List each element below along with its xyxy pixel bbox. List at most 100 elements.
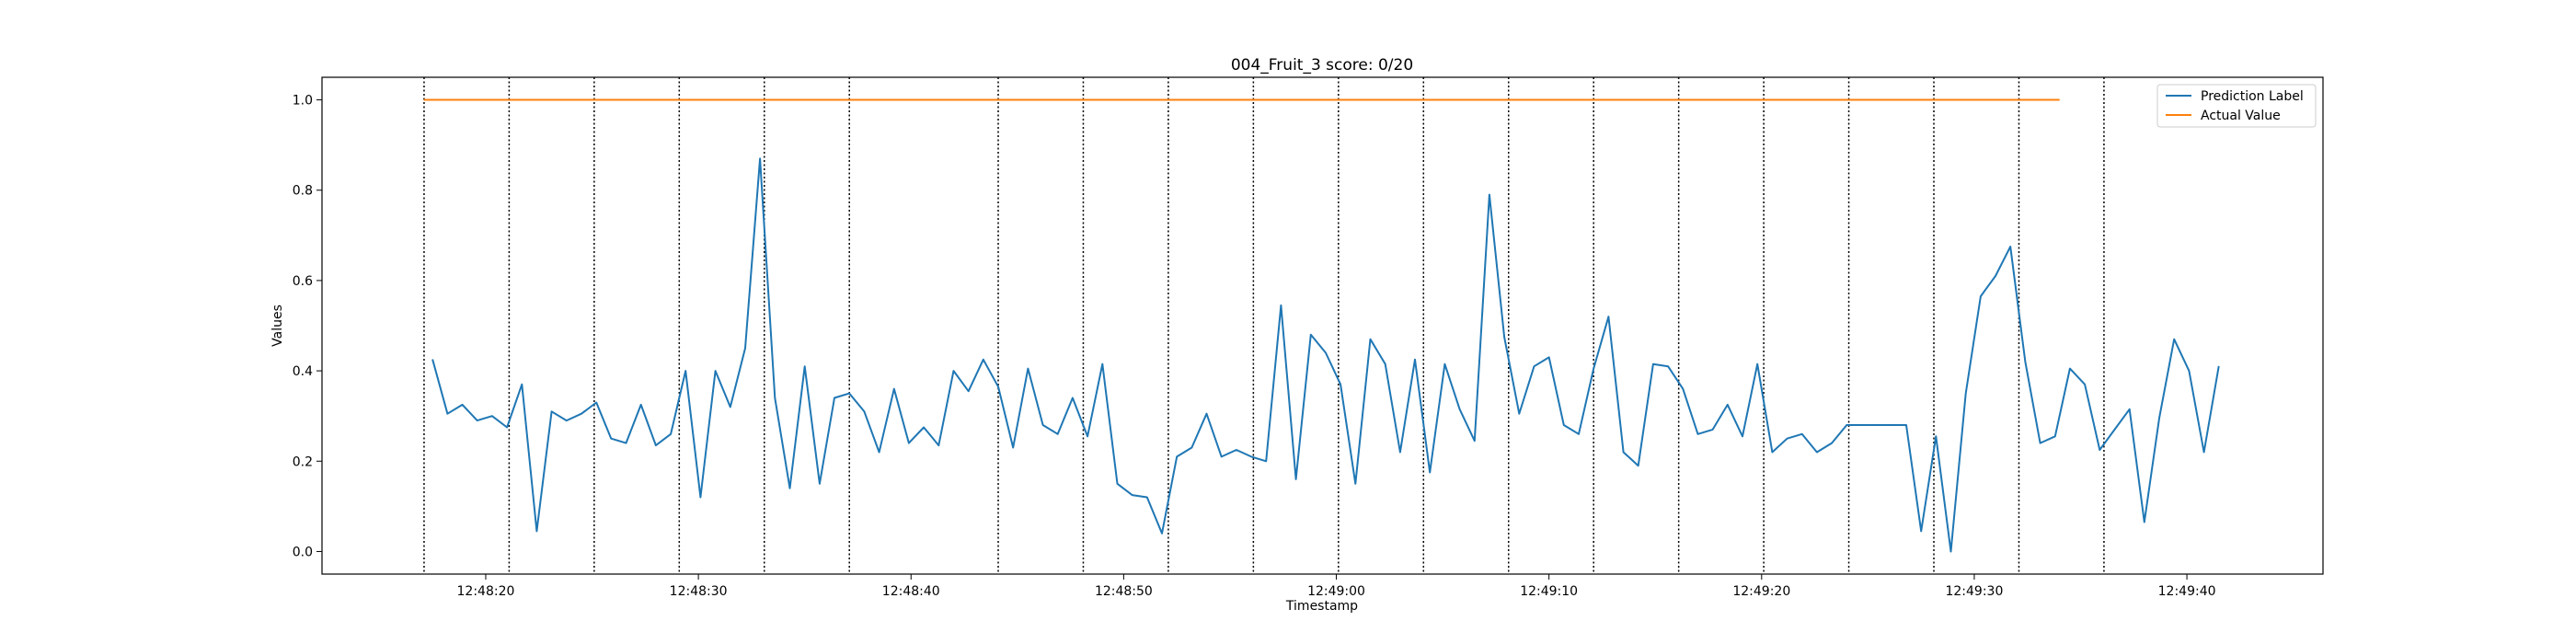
x-tick-label: 12:48:30 <box>670 584 728 599</box>
data-point <box>1578 433 1580 435</box>
data-point <box>506 426 508 429</box>
data-point <box>1310 334 1312 336</box>
data-point <box>1876 424 1878 426</box>
data-point <box>1057 433 1059 435</box>
plot-frame <box>321 76 2324 575</box>
data-point <box>2188 370 2190 372</box>
legend-box <box>2156 84 2317 128</box>
data-point <box>2069 368 2071 370</box>
data-point <box>640 404 642 406</box>
y-tick-label: 0.4 <box>293 364 313 379</box>
data-point <box>1905 424 1907 426</box>
data-point <box>1205 413 1208 415</box>
series-points-0 <box>431 157 2220 553</box>
y-tick-label: 0.8 <box>293 184 313 199</box>
data-point <box>774 397 776 399</box>
data-point <box>1325 351 1327 354</box>
data-point <box>1295 478 1297 480</box>
x-axis-title: Timestamp <box>1285 599 1358 614</box>
data-point <box>1443 363 1446 365</box>
data-point <box>2129 408 2131 410</box>
data-point <box>491 415 493 417</box>
x-tick-label: 12:49:40 <box>2158 584 2216 599</box>
data-point <box>1414 359 1416 361</box>
data-point <box>1221 455 1223 457</box>
y-tick-label: 0.2 <box>293 454 313 469</box>
data-point <box>1399 451 1401 454</box>
data-point <box>1041 424 1044 426</box>
data-point <box>2202 451 2205 454</box>
x-tick-label: 12:49:00 <box>1307 584 1365 599</box>
data-point <box>655 444 657 446</box>
data-point <box>863 410 865 412</box>
x-tick-label: 12:48:50 <box>1095 584 1153 599</box>
data-point <box>2058 98 2060 101</box>
x-tick-label: 12:49:30 <box>1945 584 2003 599</box>
data-point <box>1458 408 1461 410</box>
data-point <box>937 444 939 446</box>
y-axis: 0.0 0.2 0.4 0.6 0.8 1.0 <box>293 94 322 559</box>
data-point <box>1727 404 1729 406</box>
y-tick-label: 1.0 <box>293 94 313 109</box>
data-point <box>1101 363 1103 365</box>
data-point <box>744 347 746 350</box>
series-points-1 <box>423 98 2060 101</box>
data-point <box>2009 246 2011 247</box>
data-point <box>715 370 717 372</box>
data-point <box>1354 483 1356 485</box>
data-point <box>1385 363 1386 365</box>
y-tick-label: 0.6 <box>293 274 313 289</box>
legend: Prediction Label Actual Value <box>2156 84 2317 128</box>
data-point <box>1935 435 1937 437</box>
data-point <box>1190 446 1192 449</box>
data-point <box>1652 363 1654 365</box>
data-point <box>1548 356 1550 358</box>
data-point <box>1474 440 1476 442</box>
data-point <box>1696 433 1699 435</box>
data-point <box>1176 455 1178 457</box>
x-tick-label: 12:48:20 <box>457 584 515 599</box>
data-point <box>2218 365 2220 367</box>
data-point <box>1116 483 1119 485</box>
data-point <box>2113 429 2116 431</box>
data-point <box>610 438 612 440</box>
data-point <box>1265 460 1267 462</box>
data-point <box>1667 365 1669 367</box>
data-point <box>1771 451 1773 454</box>
data-point <box>1340 384 1341 385</box>
data-point <box>893 388 895 390</box>
data-point <box>699 496 702 499</box>
data-point <box>1920 530 1922 532</box>
x-tick-label: 12:49:20 <box>1732 584 1790 599</box>
data-point <box>1682 388 1684 390</box>
data-point <box>670 433 672 435</box>
data-point <box>1161 533 1163 535</box>
data-point <box>535 530 538 532</box>
data-point <box>1949 550 1952 553</box>
data-point <box>819 483 821 485</box>
data-point <box>1712 429 1714 431</box>
data-point <box>2099 449 2100 451</box>
legend-label-actual: Actual Value <box>2201 109 2281 123</box>
data-point <box>997 385 999 387</box>
data-point <box>968 390 970 392</box>
data-point <box>848 393 850 395</box>
data-point <box>1860 424 1863 426</box>
data-point <box>1503 336 1505 338</box>
data-point <box>1965 393 1967 395</box>
data-point <box>1250 455 1252 457</box>
data-point <box>1816 451 1818 454</box>
data-point <box>923 426 925 429</box>
data-point <box>1607 316 1609 317</box>
x-axis: 12:48:20 12:48:30 12:48:40 12:48:50 12:49:00… <box>457 574 2216 599</box>
data-point <box>1533 365 1535 367</box>
data-point <box>1027 368 1029 370</box>
x-tick-label: 12:48:40 <box>882 584 940 599</box>
data-point <box>461 404 464 406</box>
data-point <box>446 413 448 415</box>
data-point <box>2158 418 2160 420</box>
data-point <box>2084 384 2086 385</box>
data-point <box>1786 438 1788 440</box>
data-point <box>1132 494 1133 496</box>
